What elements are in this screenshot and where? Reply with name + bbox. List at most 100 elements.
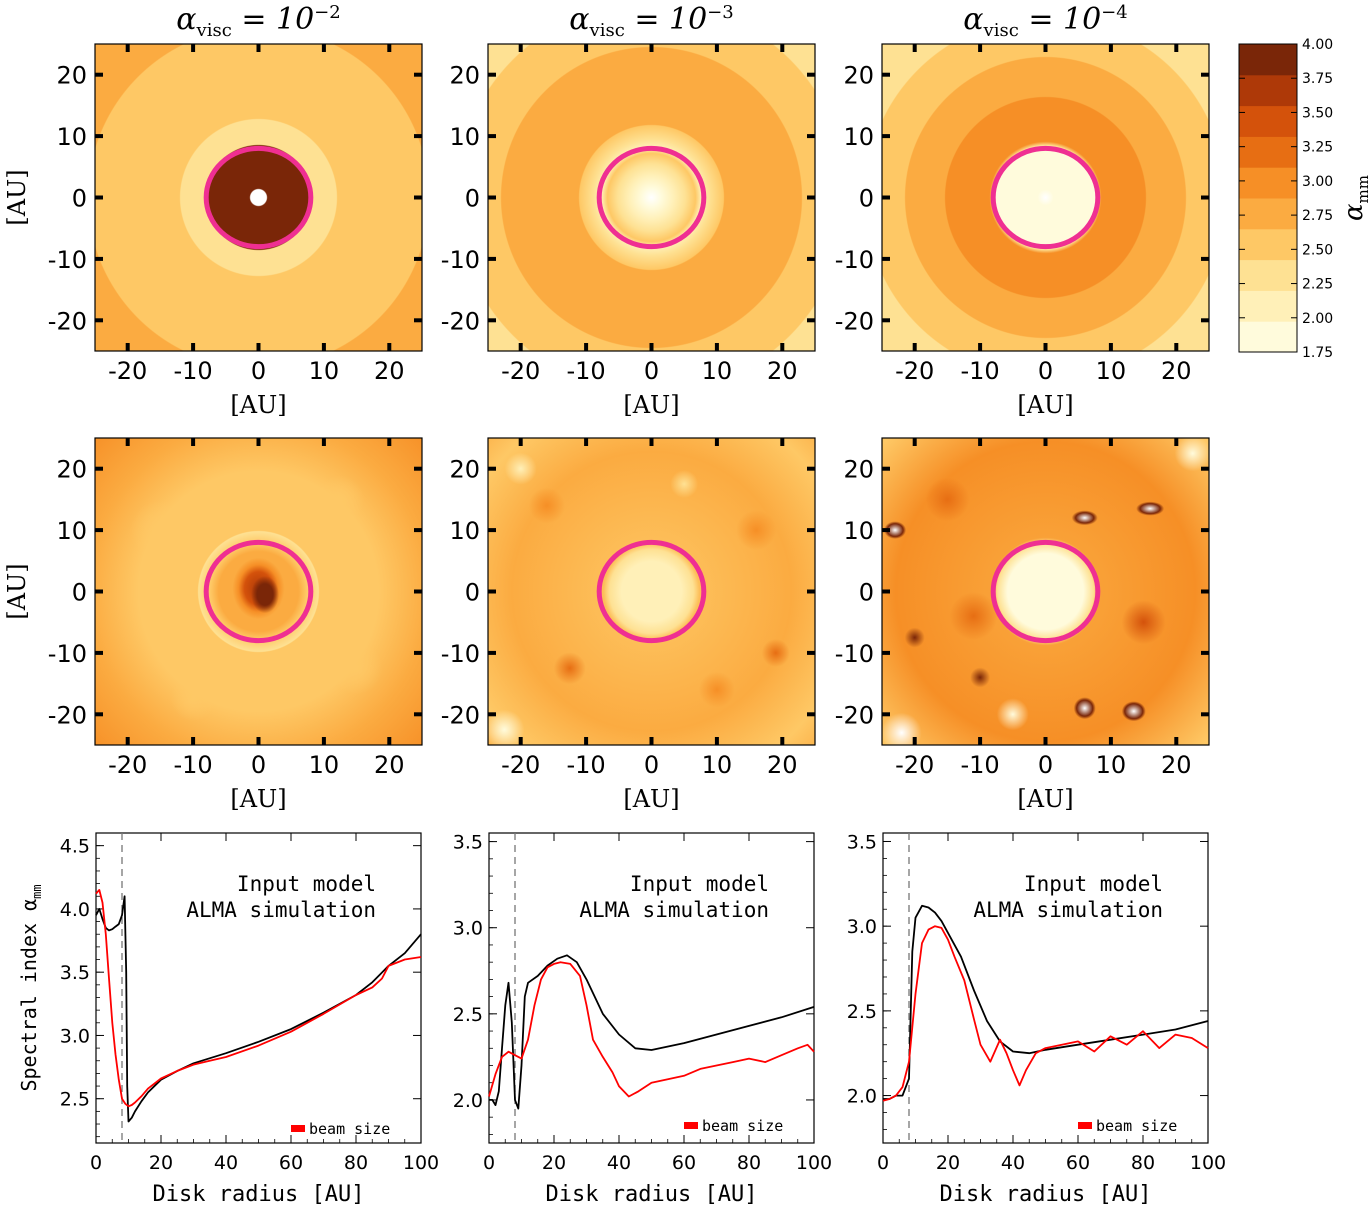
colorbar-label: αmm bbox=[1339, 175, 1371, 221]
colorbar-band bbox=[1239, 290, 1297, 322]
y-axis-label: [AU] bbox=[3, 169, 31, 225]
map-frame bbox=[94, 43, 423, 352]
alma-map-visc-1e-4 bbox=[882, 438, 1209, 745]
colorbar-band bbox=[1239, 228, 1297, 261]
x-tick-label: 20 bbox=[936, 1152, 960, 1174]
colorbar-band bbox=[1239, 259, 1297, 291]
y-tick-label: -10 bbox=[835, 640, 874, 668]
beam-size-label: beam size bbox=[1096, 1117, 1177, 1135]
colorbar-tick-label: 3.50 bbox=[1302, 105, 1333, 121]
beam-size-label: beam size bbox=[702, 1117, 783, 1135]
model-map-visc-1e-3 bbox=[488, 44, 815, 351]
x-tick-label: 10 bbox=[702, 751, 733, 779]
x-tick-label: -10 bbox=[566, 357, 605, 385]
colorbar-band bbox=[1239, 321, 1297, 353]
y-tick-label: 10 bbox=[843, 517, 874, 545]
x-tick-label: -20 bbox=[108, 357, 147, 385]
x-tick-label: 0 bbox=[1038, 357, 1053, 385]
input-model-line bbox=[489, 954, 815, 1110]
y-tick-label: 20 bbox=[843, 456, 874, 484]
beam-size-marker bbox=[1078, 1122, 1092, 1129]
colorbar-tick-label: 4.00 bbox=[1302, 37, 1333, 53]
y-axis-label: Spectral index αmm bbox=[17, 884, 44, 1091]
y-tick-label: 2.0 bbox=[453, 1090, 483, 1112]
profile-plot bbox=[882, 832, 1209, 1144]
x-tick-label: 20 bbox=[542, 1152, 566, 1174]
x-tick-label: 10 bbox=[1096, 357, 1127, 385]
y-tick-label: 4.0 bbox=[60, 899, 90, 921]
y-tick-label: 0 bbox=[72, 185, 87, 213]
y-tick-label: 4.5 bbox=[60, 836, 90, 858]
y-tick-label: 20 bbox=[449, 62, 480, 90]
y-tick-label: 10 bbox=[449, 517, 480, 545]
x-tick-label: 0 bbox=[877, 1152, 889, 1174]
x-tick-label: 0 bbox=[483, 1152, 495, 1174]
x-tick-label: 100 bbox=[1190, 1152, 1226, 1174]
y-tick-label: -20 bbox=[441, 701, 480, 729]
x-tick-label: -20 bbox=[108, 751, 147, 779]
x-tick-label: 0 bbox=[90, 1152, 102, 1174]
map-axes bbox=[487, 437, 816, 746]
x-tick-label: 10 bbox=[309, 357, 340, 385]
colorbar-tick-label: 3.00 bbox=[1302, 174, 1333, 190]
y-tick-label: 0 bbox=[859, 579, 874, 607]
colorbar-band bbox=[1239, 136, 1297, 168]
colorbar-frame bbox=[1238, 43, 1298, 353]
x-tick-label: 10 bbox=[1096, 751, 1127, 779]
map-frame bbox=[487, 437, 816, 746]
x-tick-label: 20 bbox=[374, 751, 405, 779]
x-tick-label: 0 bbox=[644, 751, 659, 779]
x-axis-label: [AU] bbox=[623, 391, 679, 419]
colorbar-tick-label: 3.75 bbox=[1302, 71, 1333, 87]
plot-frame bbox=[488, 832, 815, 1144]
x-tick-label: 20 bbox=[1161, 357, 1192, 385]
gap-ring bbox=[990, 145, 1101, 250]
y-tick-label: 2.0 bbox=[847, 1086, 877, 1108]
map-frame bbox=[487, 43, 816, 352]
colorbar-tick-label: 2.25 bbox=[1302, 277, 1333, 293]
x-axis-label: Disk radius [AU] bbox=[940, 1182, 1152, 1207]
y-tick-label: 10 bbox=[56, 517, 87, 545]
map-axes bbox=[94, 437, 423, 746]
colorbar-band bbox=[1239, 44, 1297, 76]
x-tick-label: -10 bbox=[960, 751, 999, 779]
plot-frame bbox=[882, 832, 1209, 1144]
y-tick-label: 3.0 bbox=[453, 918, 483, 940]
y-tick-label: -10 bbox=[48, 640, 87, 668]
x-tick-label: 60 bbox=[1066, 1152, 1090, 1174]
y-tick-label: 3.5 bbox=[847, 831, 877, 853]
colorbar-tick-label: 3.25 bbox=[1302, 140, 1333, 156]
y-tick-label: 10 bbox=[56, 123, 87, 151]
x-tick-label: 100 bbox=[403, 1152, 439, 1174]
title-alpha-visc-1e-3: αvisc = 10−3 bbox=[569, 2, 734, 41]
x-tick-label: 20 bbox=[767, 357, 798, 385]
y-tick-label: 0 bbox=[72, 579, 87, 607]
y-tick-label: 2.5 bbox=[453, 1004, 483, 1026]
x-tick-label: 60 bbox=[672, 1152, 696, 1174]
x-tick-label: -10 bbox=[173, 751, 212, 779]
y-axis-label: [AU] bbox=[3, 563, 31, 619]
x-tick-label: 80 bbox=[1131, 1152, 1155, 1174]
map-axes bbox=[94, 43, 423, 352]
beam-size-label: beam size bbox=[309, 1120, 390, 1138]
colorbar-tick-label: 2.75 bbox=[1302, 208, 1333, 224]
y-tick-label: 20 bbox=[843, 62, 874, 90]
y-tick-label: 0 bbox=[465, 185, 480, 213]
y-tick-label: -20 bbox=[441, 307, 480, 335]
title-alpha-visc-1e-4: αvisc = 10−4 bbox=[963, 2, 1128, 41]
profile-plot bbox=[488, 832, 815, 1144]
alma-map-visc-1e-2 bbox=[95, 438, 422, 745]
x-tick-label: 20 bbox=[1161, 751, 1192, 779]
y-tick-label: 20 bbox=[449, 456, 480, 484]
x-axis-label: [AU] bbox=[1017, 785, 1073, 813]
y-tick-label: 3.5 bbox=[453, 832, 483, 854]
x-tick-label: 10 bbox=[702, 357, 733, 385]
x-tick-label: 100 bbox=[796, 1152, 832, 1174]
legend-alma-simulation: ALMA simulation bbox=[186, 898, 376, 922]
y-tick-label: 10 bbox=[843, 123, 874, 151]
map-frame bbox=[94, 437, 423, 746]
map-axes bbox=[881, 43, 1210, 352]
x-tick-label: 0 bbox=[644, 357, 659, 385]
y-tick-label: -10 bbox=[48, 246, 87, 274]
